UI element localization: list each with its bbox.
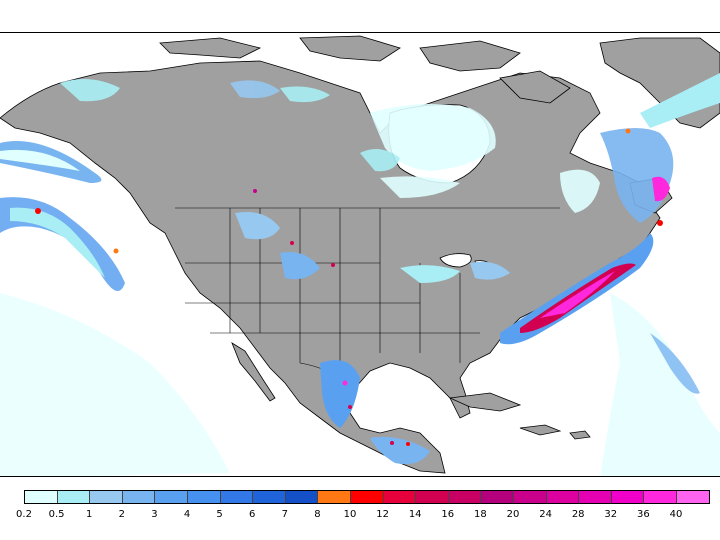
legend-swatch	[350, 491, 384, 503]
atlantic-storm-band	[500, 73, 720, 476]
legend-tick-label: 24	[539, 509, 552, 520]
legend-swatch	[513, 491, 547, 503]
legend-swatch	[187, 491, 221, 503]
legend-color-bar	[24, 490, 711, 504]
legend-swatch	[57, 491, 91, 503]
precipitation-map	[0, 32, 720, 477]
precipitation-legend: 0.2 0.5 1 2 3 4 5 6 7 8 10 12 14 16 18 20 24 28 32 36 40	[16, 490, 712, 530]
legend-swatch	[611, 491, 645, 503]
legend-swatch	[579, 491, 612, 503]
pacific-precip-area	[0, 141, 230, 476]
legend-tick-label: 14	[408, 509, 422, 520]
legend-tick-label: 32	[604, 509, 618, 520]
legend-swatch	[90, 491, 123, 503]
interior-precip-area	[235, 189, 510, 465]
legend-swatch	[644, 491, 677, 503]
legend-swatch	[416, 491, 449, 503]
legend-tick-label: 28	[571, 509, 585, 520]
legend-tick-label: 0.5	[48, 509, 65, 520]
legend-swatch	[546, 491, 580, 503]
legend-tick-label: 10	[343, 509, 357, 520]
legend-tick-label: 1	[86, 509, 93, 520]
legend-tick-label: 4	[183, 509, 191, 520]
legend-tick-label: 5	[216, 509, 223, 520]
legend-tick-label: 7	[281, 509, 288, 520]
legend-tick-label: 18	[474, 509, 487, 520]
canada-precip-area	[60, 79, 600, 213]
legend-swatch	[122, 491, 156, 503]
legend-tick-label: 0.2	[16, 509, 32, 520]
legend-tick-label: 2	[118, 509, 125, 520]
legend-swatch	[318, 491, 351, 503]
legend-tick-label: 36	[637, 509, 650, 520]
legend-tick-label: 16	[441, 509, 455, 520]
legend-swatch	[220, 491, 254, 503]
legend-tick-label: 3	[151, 509, 158, 520]
legend-tick-label: 12	[376, 509, 389, 520]
legend-swatch	[155, 491, 188, 503]
legend-swatch	[676, 491, 710, 503]
legend-tick-label: 6	[249, 509, 256, 520]
legend-swatch	[285, 491, 319, 503]
legend-swatch	[25, 491, 58, 503]
legend-tick-label: 8	[314, 509, 321, 520]
map-canvas	[0, 33, 720, 476]
legend-swatch	[448, 491, 482, 503]
legend-tick-label: 40	[669, 509, 683, 520]
legend-swatch	[383, 491, 417, 503]
legend-swatch	[253, 491, 286, 503]
legend-tick-label: 20	[506, 509, 520, 520]
legend-swatch	[481, 491, 514, 503]
